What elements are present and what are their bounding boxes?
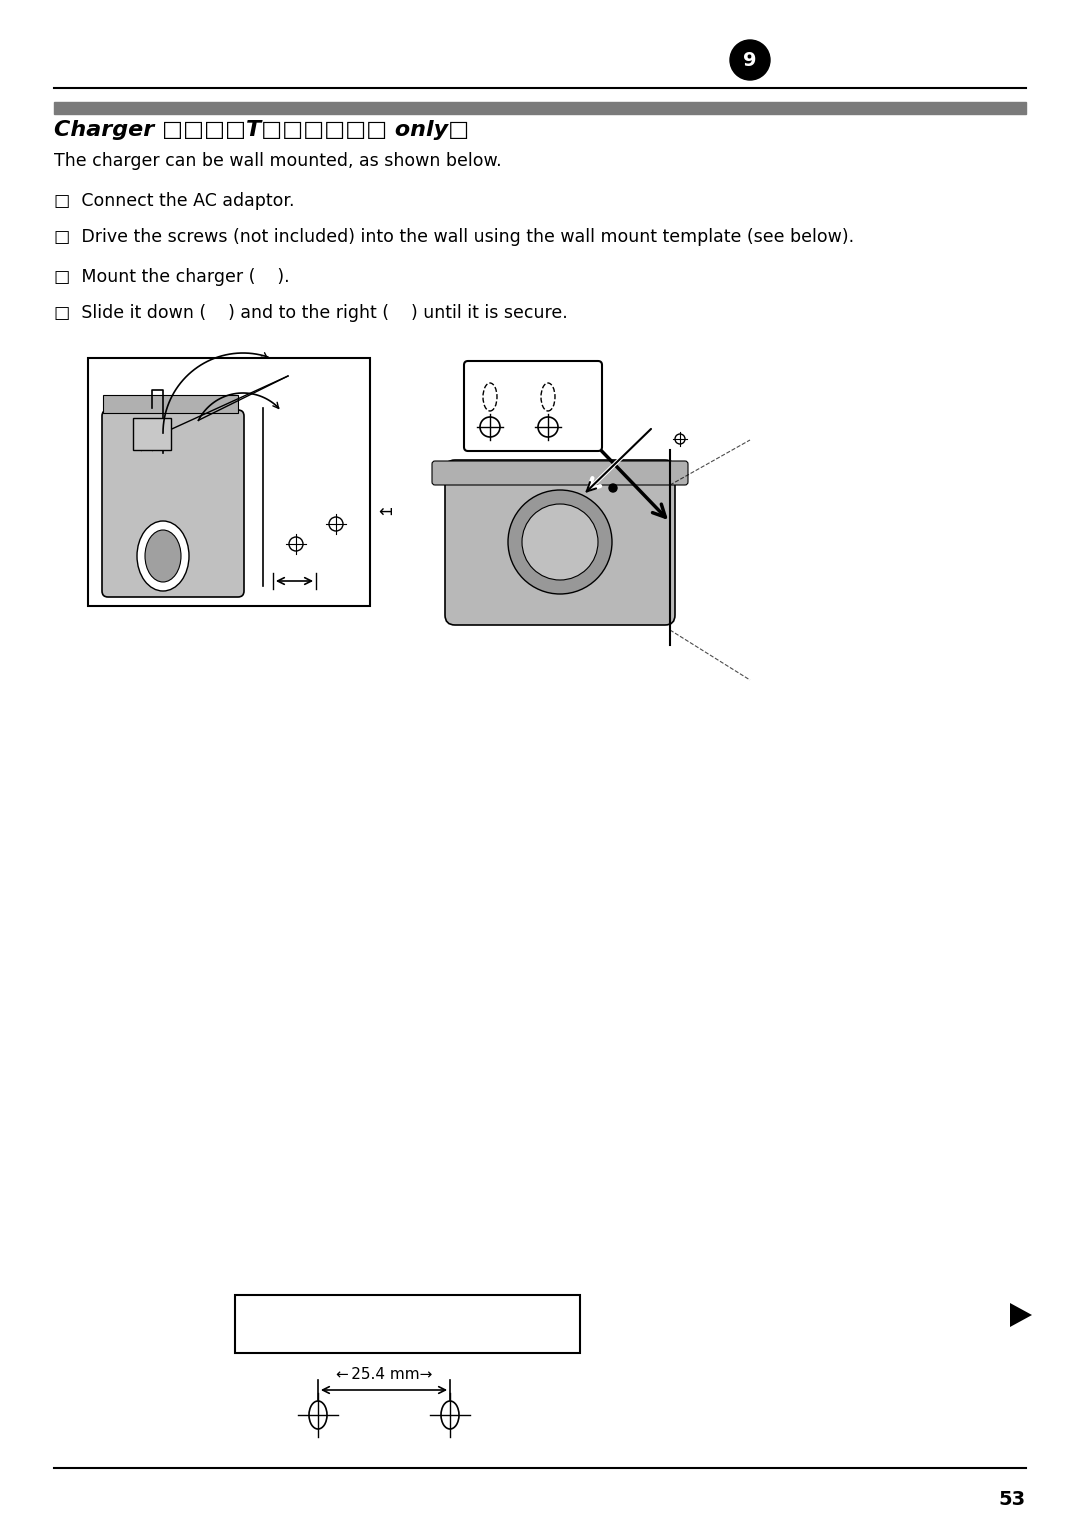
Text: □  Mount the charger (    ).: □ Mount the charger ( ). — [54, 267, 289, 286]
Text: ↤: ↤ — [378, 503, 392, 521]
Bar — [87, 358, 370, 607]
Text: Charger □□□□T□□□□□□ only□: Charger □□□□T□□□□□□ only□ — [54, 121, 469, 141]
Ellipse shape — [541, 384, 555, 411]
Circle shape — [730, 40, 770, 79]
FancyBboxPatch shape — [432, 461, 688, 484]
Text: ← 25.4 mm→: ← 25.4 mm→ — [336, 1368, 432, 1381]
Ellipse shape — [145, 530, 181, 582]
FancyBboxPatch shape — [445, 460, 675, 625]
Text: □  Slide it down (    ) and to the right (    ) until it is secure.: □ Slide it down ( ) and to the right ( )… — [54, 304, 568, 322]
Ellipse shape — [309, 1401, 327, 1429]
Circle shape — [508, 490, 612, 594]
Ellipse shape — [137, 521, 189, 591]
Text: 9: 9 — [743, 50, 757, 69]
Bar — [133, 419, 171, 451]
Text: □  Drive the screws (not included) into the wall using the wall mount template (: □ Drive the screws (not included) into t… — [54, 228, 854, 246]
Circle shape — [522, 504, 598, 581]
Bar — [235, 1296, 580, 1352]
Text: □  Connect the AC adaptor.: □ Connect the AC adaptor. — [54, 193, 295, 209]
Polygon shape — [1010, 1303, 1032, 1326]
Text: 53: 53 — [999, 1490, 1026, 1510]
FancyBboxPatch shape — [102, 410, 244, 597]
Bar — [103, 396, 238, 413]
Ellipse shape — [483, 384, 497, 411]
Text: The charger can be wall mounted, as shown below.: The charger can be wall mounted, as show… — [54, 151, 501, 170]
Bar — [54, 102, 1026, 115]
Circle shape — [609, 484, 617, 492]
Ellipse shape — [441, 1401, 459, 1429]
FancyBboxPatch shape — [464, 361, 602, 451]
